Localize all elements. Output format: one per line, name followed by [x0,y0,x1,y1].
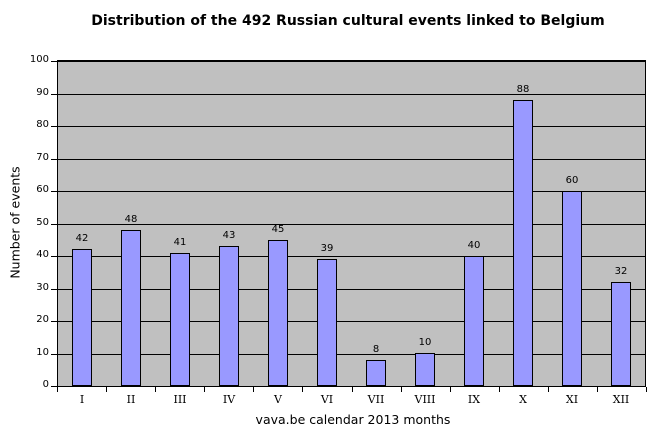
y-tick-label: 40 [36,249,49,260]
gridline [58,126,645,127]
gridline [58,61,645,62]
plot-area: 42 48 41 43 45 39 8 10 40 88 60 32 [57,60,646,387]
x-tick-mark [302,387,303,392]
chart-title: Distribution of the 492 Russian cultural… [91,13,605,29]
y-tick-label: 0 [42,379,49,390]
x-tick-mark [155,387,156,392]
x-tick-mark [597,387,598,392]
gridline [58,354,645,355]
x-tick-label: XI [565,393,579,406]
x-tick-label: VII [367,393,385,406]
gridline [58,224,645,225]
bar-value-label: 60 [565,175,579,186]
bar [317,259,337,386]
y-tick-mark [51,386,57,387]
bar-value-label: 45 [271,224,285,235]
x-tick-label: X [519,393,527,406]
x-tick-mark [548,387,549,392]
x-tick-label: XII [612,393,630,406]
y-tick-mark [51,61,57,62]
x-tick-label: III [173,393,187,406]
y-tick-mark [51,94,57,95]
bar-value-label: 8 [372,344,380,355]
x-tick-mark [253,387,254,392]
bar-value-label: 39 [320,243,334,254]
x-tick-mark [57,387,58,392]
bar-value-label: 40 [467,240,481,251]
gridline [58,321,645,322]
bar [611,282,631,386]
gridline [58,94,645,95]
x-tick-label: II [126,393,136,406]
x-tick-label: I [79,393,85,406]
bar [513,100,533,386]
bar [464,256,484,386]
y-tick-mark [51,191,57,192]
y-tick-label: 80 [36,119,49,130]
bar-value-label: 10 [418,337,432,348]
bar-value-label: 42 [75,233,89,244]
bar [170,253,190,386]
gridline [58,159,645,160]
y-tick-mark [51,289,57,290]
bar-value-label: 88 [516,84,530,95]
bar-value-label: 48 [124,214,138,225]
x-tick-mark [450,387,451,392]
y-tick-mark [51,256,57,257]
bar [562,191,582,386]
gridline [58,289,645,290]
x-tick-label: VI [320,393,334,406]
x-tick-label: VIII [414,393,436,406]
bar [366,360,386,386]
x-tick-mark [204,387,205,392]
y-tick-mark [51,159,57,160]
bar [268,240,288,386]
y-tick-mark [51,321,57,322]
x-tick-mark [106,387,107,392]
y-tick-label: 30 [36,282,49,293]
bar-value-label: 32 [614,266,628,277]
x-tick-mark [401,387,402,392]
x-tick-label: V [274,393,282,406]
bar [72,249,92,386]
gridline [58,191,645,192]
bar [415,353,435,386]
x-tick-mark [499,387,500,392]
x-tick-mark [646,387,647,392]
y-tick-label: 50 [36,217,49,228]
y-tick-label: 70 [36,152,49,163]
x-tick-label: IX [467,393,481,406]
y-tick-mark [51,224,57,225]
x-tick-label: IV [222,393,236,406]
bar [121,230,141,386]
y-tick-mark [51,126,57,127]
y-tick-label: 100 [29,54,49,65]
y-tick-label: 10 [36,347,49,358]
bar [219,246,239,386]
bar-value-label: 43 [222,230,236,241]
x-tick-mark [352,387,353,392]
y-tick-label: 20 [36,314,49,325]
bar-value-label: 41 [173,237,187,248]
y-tick-label: 60 [36,184,49,195]
gridline [58,256,645,257]
y-tick-label: 90 [36,87,49,98]
y-tick-mark [51,354,57,355]
x-axis-title: vava.be calendar 2013 months [255,412,451,427]
